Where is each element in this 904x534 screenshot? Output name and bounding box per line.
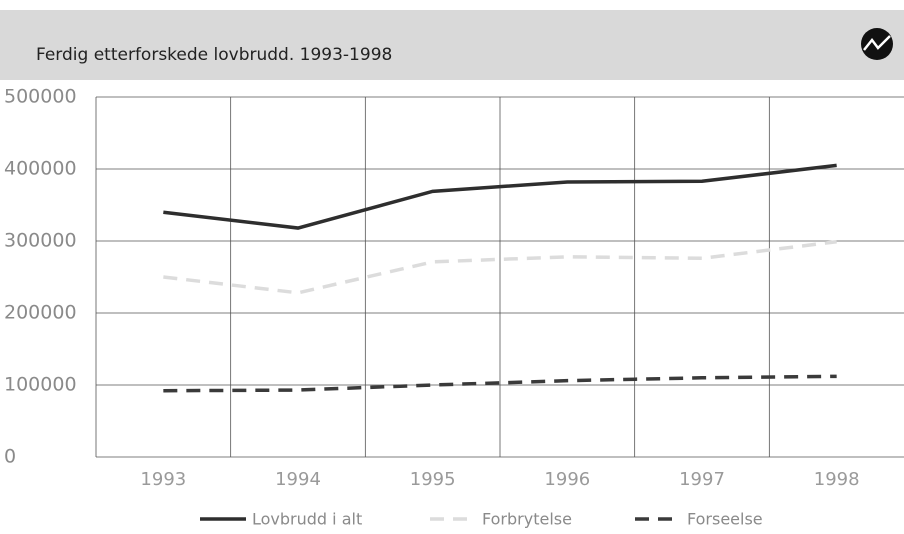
series-line: [163, 239, 837, 295]
y-tick-label: 500000: [4, 86, 77, 108]
chart-title: Ferdig etterforskede lovbrudd. 1993-1998: [36, 45, 392, 65]
series-line: [163, 163, 837, 230]
header-band: [0, 10, 904, 80]
x-tick-label: 1998: [814, 469, 860, 490]
y-tick-label: 0: [4, 446, 16, 468]
y-tick-label: 200000: [4, 302, 77, 324]
x-tick-label: 1997: [679, 469, 725, 490]
x-tick-label: 1993: [140, 469, 186, 490]
x-tick-label: 1994: [275, 469, 321, 490]
logo: [861, 28, 893, 60]
y-tick-label: 100000: [4, 374, 77, 396]
x-tick-label: 1996: [544, 469, 590, 490]
legend-label: Forbrytelse: [482, 510, 572, 529]
y-tick-label: 300000: [4, 230, 77, 252]
legend-label: Lovbrudd i alt: [252, 510, 362, 529]
x-tick-label: 1995: [410, 469, 456, 490]
series-line: [163, 374, 837, 393]
y-tick-label: 400000: [4, 158, 77, 180]
legend-label: Forseelse: [687, 510, 763, 529]
